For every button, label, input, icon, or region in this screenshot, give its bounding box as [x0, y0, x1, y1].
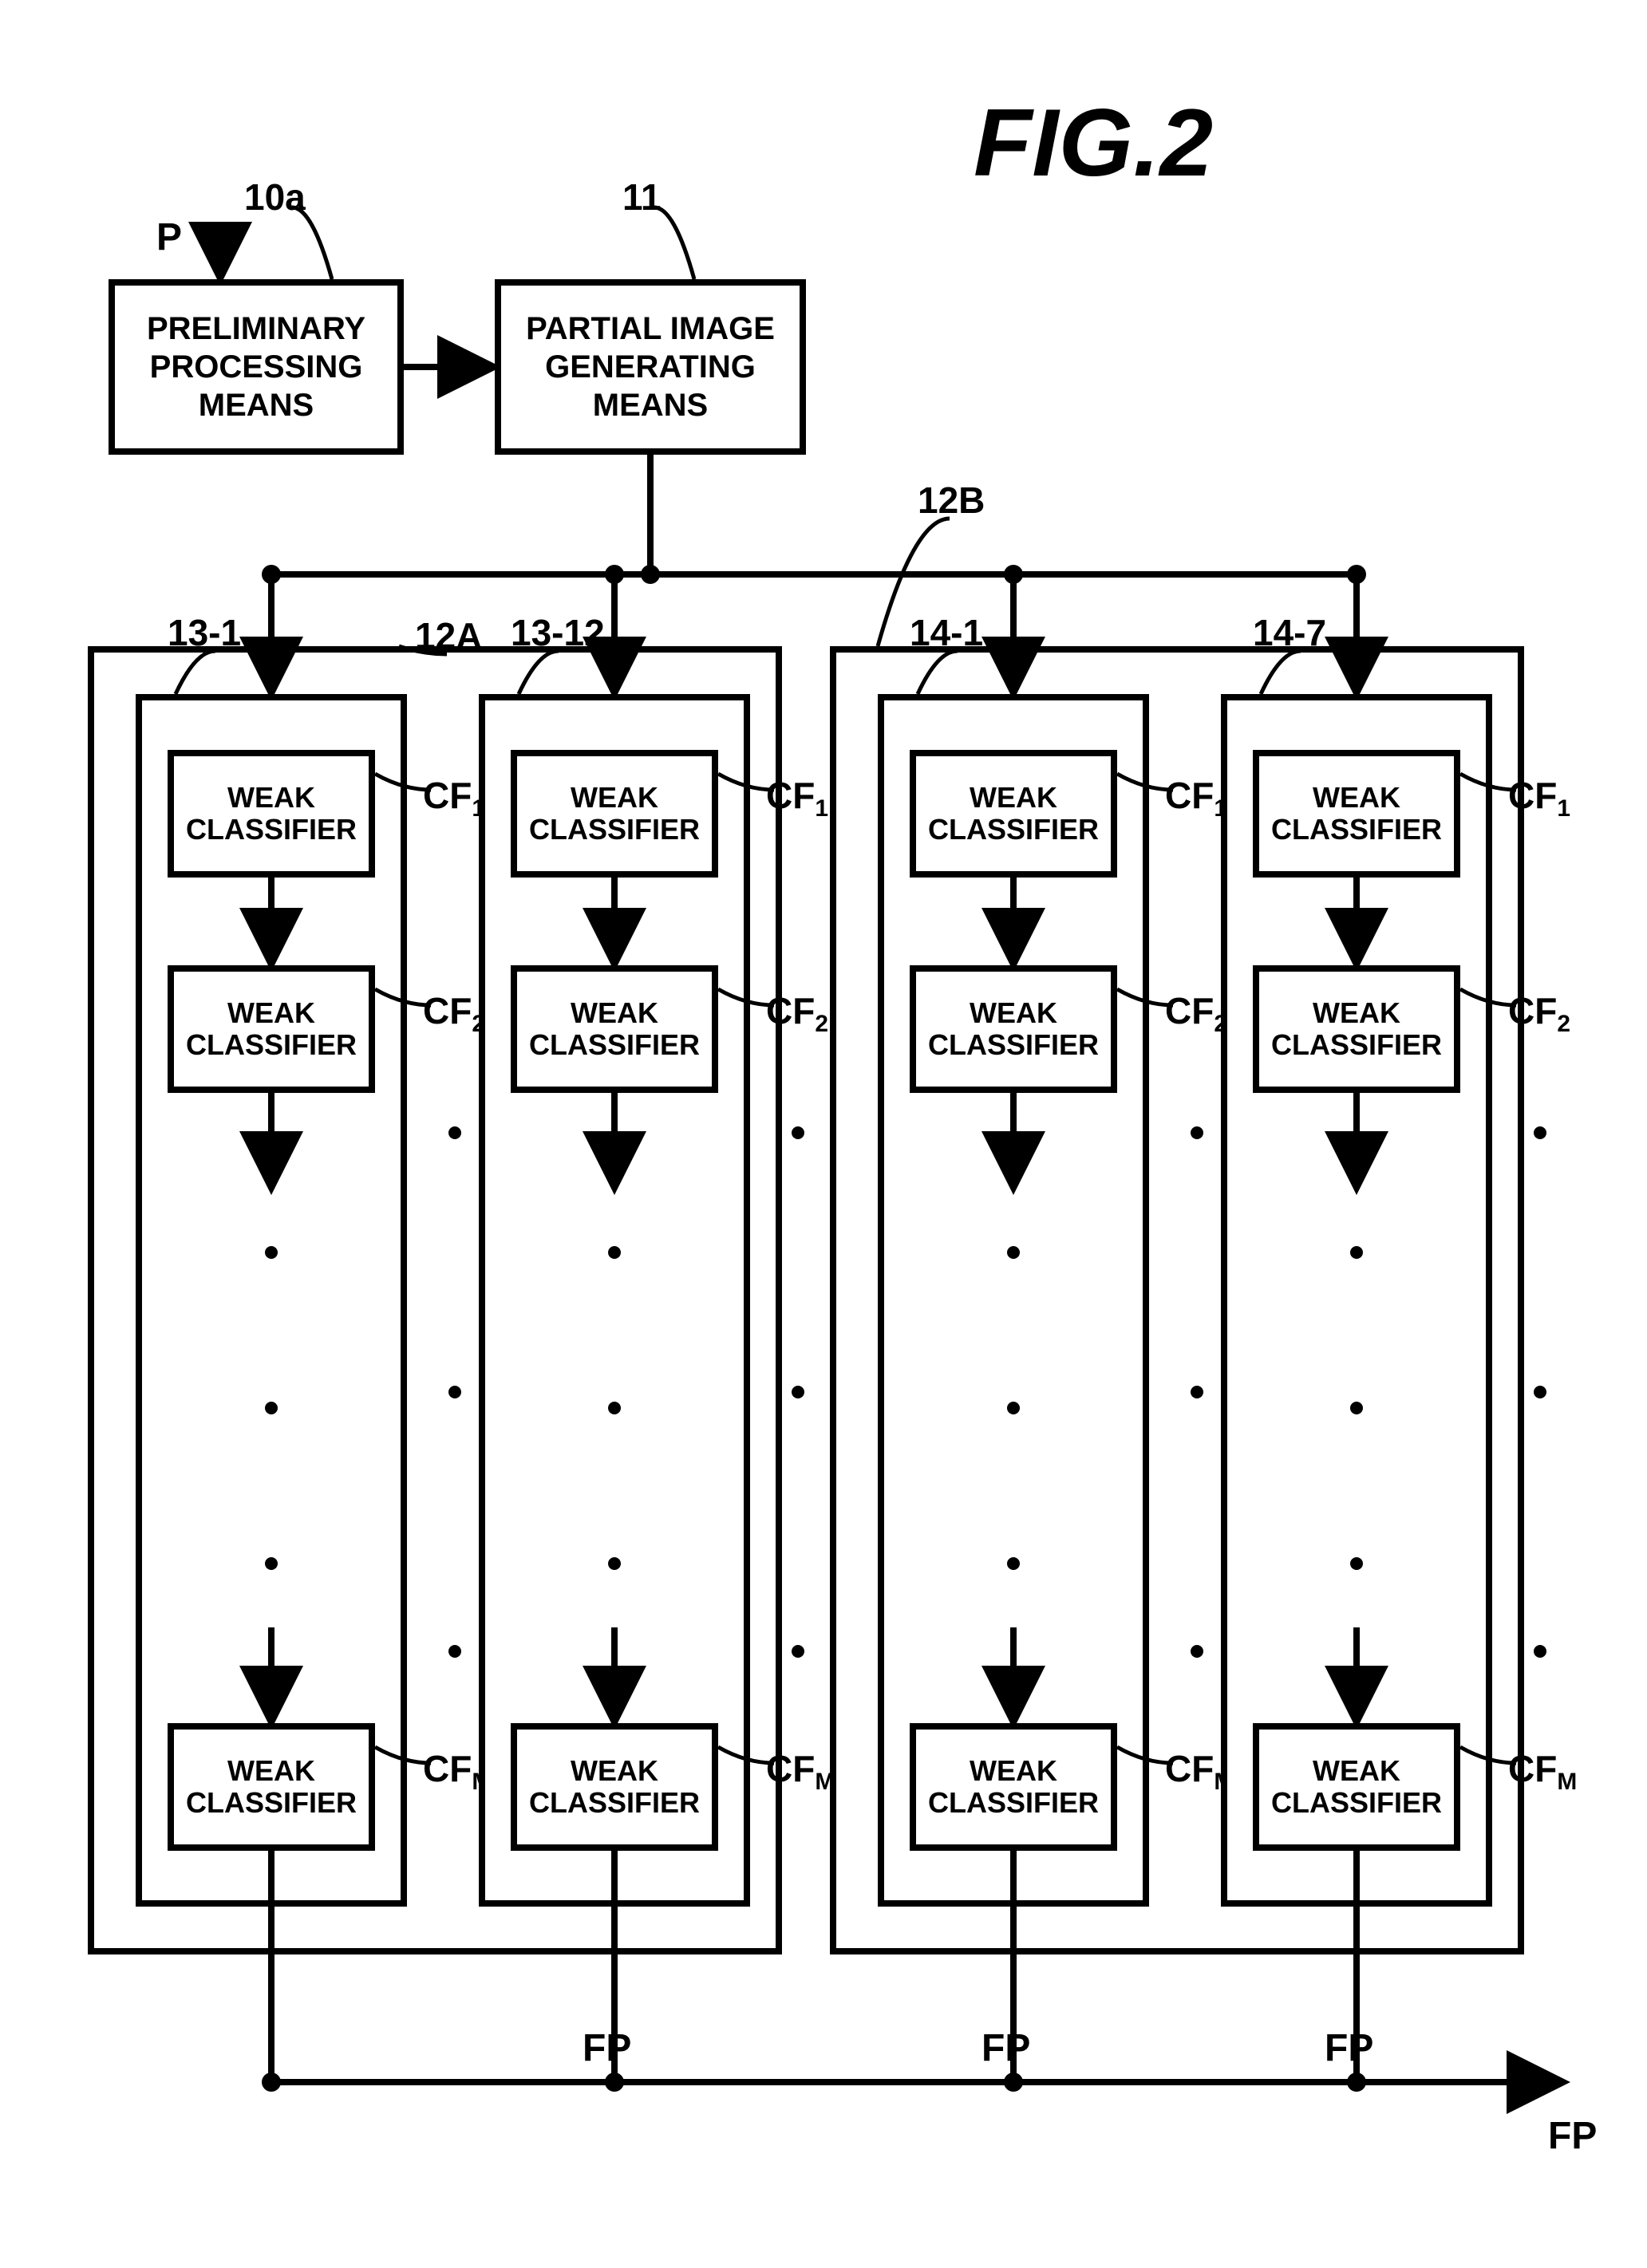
preliminary-processing-block: PRELIMINARYPROCESSINGMEANS [109, 279, 404, 455]
cf-label: CFM [1508, 1747, 1577, 1796]
weak-classifier-box: WEAKCLASSIFIER [910, 750, 1117, 878]
cf-label: CF2 [423, 989, 485, 1038]
cf-label: CFM [766, 1747, 835, 1796]
fp-label: FP [1325, 2026, 1373, 2070]
ref-label: 14-7 [1253, 611, 1326, 654]
weak-classifier-box: WEAKCLASSIFIER [168, 750, 375, 878]
ref-label: 12B [918, 479, 985, 522]
ref-label: 12A [415, 614, 482, 657]
weak-classifier-box: WEAKCLASSIFIER [1253, 750, 1460, 878]
weak-classifier-box: WEAKCLASSIFIER [511, 1723, 718, 1851]
cf-label: CF1 [1165, 774, 1227, 822]
weak-classifier-box: WEAKCLASSIFIER [910, 965, 1117, 1093]
cf-label: CF1 [423, 774, 485, 822]
ref-label: 13-1 [168, 611, 241, 654]
ref-label: 10a [244, 176, 306, 219]
ref-label: P [156, 215, 182, 259]
ref-label: 14-1 [910, 611, 983, 654]
cf-label: CF2 [1165, 989, 1227, 1038]
figure-title: FIG.2 [974, 88, 1213, 198]
weak-classifier-box: WEAKCLASSIFIER [168, 1723, 375, 1851]
weak-classifier-box: WEAKCLASSIFIER [910, 1723, 1117, 1851]
weak-classifier-box: WEAKCLASSIFIER [511, 750, 718, 878]
fp-label: FP [583, 2026, 631, 2070]
weak-classifier-box: WEAKCLASSIFIER [168, 965, 375, 1093]
weak-classifier-box: WEAKCLASSIFIER [511, 965, 718, 1093]
fp-label: FP [981, 2026, 1030, 2070]
ref-label: 13-12 [511, 611, 605, 654]
cf-label: CF2 [766, 989, 828, 1038]
cf-label: CF1 [766, 774, 828, 822]
ref-label: 11 [622, 176, 662, 219]
fp-output-label: FP [1548, 2114, 1597, 2158]
cf-label: CF2 [1508, 989, 1570, 1038]
cf-label: CF1 [1508, 774, 1570, 822]
weak-classifier-box: WEAKCLASSIFIER [1253, 1723, 1460, 1851]
weak-classifier-box: WEAKCLASSIFIER [1253, 965, 1460, 1093]
partial-image-generating-block: PARTIAL IMAGEGENERATINGMEANS [495, 279, 806, 455]
